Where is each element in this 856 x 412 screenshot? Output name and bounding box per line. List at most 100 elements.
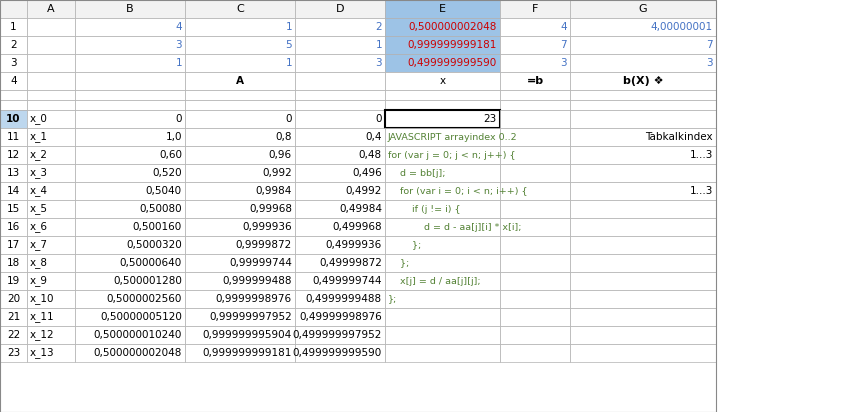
Text: 0,999999999181: 0,999999999181: [407, 40, 497, 50]
Bar: [570, 236, 716, 254]
Text: 0,99999997952: 0,99999997952: [209, 312, 292, 322]
Bar: [385, 36, 500, 54]
Text: 4: 4: [10, 76, 17, 86]
Text: 4: 4: [175, 22, 182, 32]
Bar: [27, 290, 75, 308]
Bar: [295, 100, 385, 110]
Bar: [385, 90, 500, 100]
Bar: [385, 236, 500, 254]
Bar: [570, 218, 716, 236]
Bar: [0, 72, 27, 90]
Text: 0,5040: 0,5040: [146, 186, 182, 196]
Bar: [570, 100, 716, 110]
Bar: [27, 90, 75, 100]
Text: 0,500000010240: 0,500000010240: [93, 330, 182, 340]
Text: 0,496: 0,496: [353, 168, 382, 178]
Text: x_1: x_1: [30, 131, 48, 143]
Text: 0,499999999590: 0,499999999590: [293, 348, 382, 358]
Text: 4: 4: [561, 22, 567, 32]
Bar: [0, 236, 27, 254]
Text: 0,5000320: 0,5000320: [126, 240, 182, 250]
Text: 1...3: 1...3: [690, 186, 713, 196]
Text: 0,5000002560: 0,5000002560: [107, 294, 182, 304]
Bar: [500, 218, 570, 236]
Bar: [75, 54, 185, 72]
Text: 0,500000002048: 0,500000002048: [93, 348, 182, 358]
Text: 0,499999999590: 0,499999999590: [407, 58, 497, 68]
Bar: [185, 90, 295, 100]
Text: x_13: x_13: [30, 348, 55, 358]
Bar: [500, 0, 570, 18]
Bar: [295, 218, 385, 236]
Bar: [185, 110, 295, 128]
Bar: [570, 164, 716, 182]
Bar: [0, 164, 27, 182]
Bar: [500, 100, 570, 110]
Bar: [385, 218, 500, 236]
Bar: [295, 128, 385, 146]
Bar: [570, 146, 716, 164]
Text: 0,999999995904: 0,999999995904: [203, 330, 292, 340]
Text: E: E: [439, 4, 446, 14]
Bar: [0, 54, 27, 72]
Bar: [295, 72, 385, 90]
Text: 3: 3: [376, 58, 382, 68]
Text: x_4: x_4: [30, 185, 48, 197]
Text: 22: 22: [7, 330, 21, 340]
Bar: [75, 344, 185, 362]
Bar: [500, 200, 570, 218]
Text: 15: 15: [7, 204, 21, 214]
Bar: [385, 326, 500, 344]
Text: 0,50080: 0,50080: [140, 204, 182, 214]
Text: 0,999999488: 0,999999488: [223, 276, 292, 286]
Bar: [75, 0, 185, 18]
Text: =b: =b: [526, 76, 544, 86]
Bar: [0, 290, 27, 308]
Bar: [75, 90, 185, 100]
Bar: [500, 236, 570, 254]
Bar: [570, 18, 716, 36]
Bar: [185, 164, 295, 182]
Text: 13: 13: [7, 168, 21, 178]
Text: G: G: [639, 4, 647, 14]
Bar: [0, 90, 27, 100]
Text: 1: 1: [285, 22, 292, 32]
Bar: [185, 272, 295, 290]
Text: 7: 7: [561, 40, 567, 50]
Bar: [75, 326, 185, 344]
Text: 0,4: 0,4: [366, 132, 382, 142]
Bar: [295, 272, 385, 290]
Bar: [27, 18, 75, 36]
Bar: [385, 344, 500, 362]
Text: Tabkalkindex: Tabkalkindex: [645, 132, 713, 142]
Text: 0,99968: 0,99968: [249, 204, 292, 214]
Text: 0,4999999488: 0,4999999488: [306, 294, 382, 304]
Bar: [0, 218, 27, 236]
Bar: [185, 200, 295, 218]
Bar: [385, 308, 500, 326]
Bar: [500, 308, 570, 326]
Text: 0,99999744: 0,99999744: [229, 258, 292, 268]
Bar: [385, 72, 500, 90]
Text: 0,499968: 0,499968: [332, 222, 382, 232]
Bar: [295, 200, 385, 218]
Text: x_11: x_11: [30, 311, 55, 323]
Bar: [27, 236, 75, 254]
Bar: [185, 18, 295, 36]
Bar: [27, 254, 75, 272]
Text: 18: 18: [7, 258, 21, 268]
Text: 0,48: 0,48: [359, 150, 382, 160]
Text: 0,500000002048: 0,500000002048: [408, 22, 497, 32]
Text: 0,499999744: 0,499999744: [312, 276, 382, 286]
Bar: [570, 308, 716, 326]
Bar: [75, 164, 185, 182]
Bar: [500, 18, 570, 36]
Bar: [570, 344, 716, 362]
Text: x_5: x_5: [30, 204, 48, 215]
Bar: [0, 326, 27, 344]
Bar: [75, 236, 185, 254]
Text: 2: 2: [10, 40, 17, 50]
Bar: [500, 128, 570, 146]
Text: 0,9999998976: 0,9999998976: [216, 294, 292, 304]
Bar: [0, 100, 27, 110]
